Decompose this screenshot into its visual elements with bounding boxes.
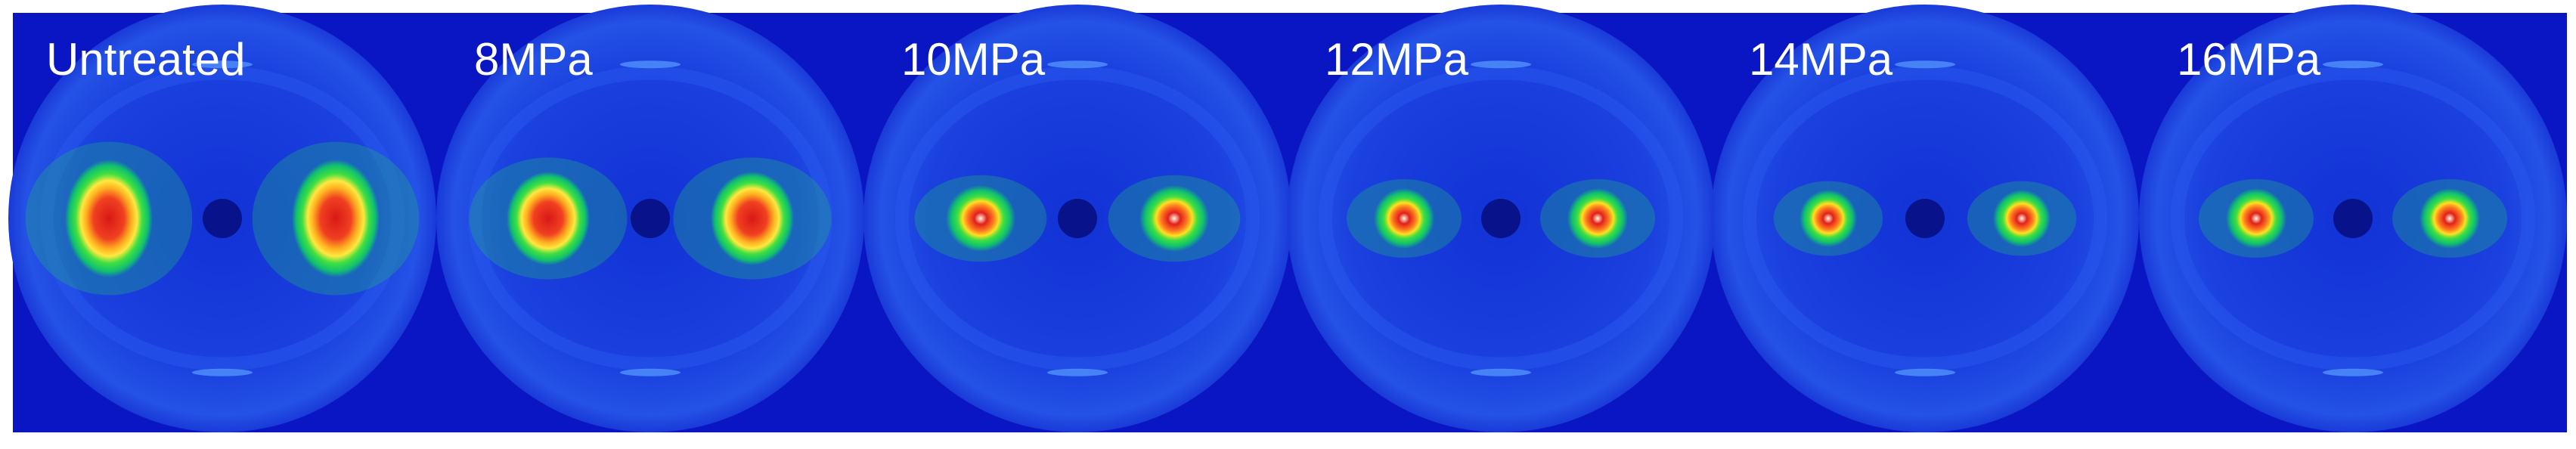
beam-stop [1905, 199, 1945, 238]
amorphous-halo [1742, 66, 2108, 371]
equatorial-reflection [507, 172, 590, 265]
meridional-arc [620, 368, 680, 376]
amorphous-halo [467, 66, 833, 371]
amorphous-halo [894, 66, 1260, 371]
equatorial-reflection [2419, 188, 2480, 249]
meridional-arc [192, 368, 253, 376]
panel-label: 16MPa [2177, 34, 2321, 85]
equatorial-reflection [292, 159, 380, 277]
meridional-arc [192, 60, 253, 69]
panels: Untreated 8MPa 10MPa 12MPa 14MPa 16MPa [8, 5, 2567, 432]
equatorial-reflection [1374, 188, 1434, 249]
beam-stop [2333, 199, 2373, 238]
beam-stop [1481, 199, 1520, 238]
meridional-arc [1471, 60, 1531, 69]
meridional-arc [1047, 60, 1108, 69]
equatorial-reflection [65, 159, 153, 277]
meridional-arc [620, 60, 680, 69]
diffraction-pattern: 12MPa [1287, 5, 1715, 432]
meridional-arc [1471, 368, 1531, 376]
amorphous-halo [2170, 66, 2536, 371]
panel-label: 8MPa [474, 34, 593, 85]
equatorial-reflection [2226, 188, 2286, 249]
diffraction-pattern: 16MPa [2139, 5, 2567, 432]
meridional-arc [1895, 60, 1955, 69]
equatorial-reflection [1567, 188, 1628, 249]
equatorial-reflection [1799, 190, 1857, 247]
equatorial-reflection [946, 185, 1015, 252]
amorphous-halo [1318, 66, 1684, 371]
meridional-arc [2323, 60, 2383, 69]
beam-stop [203, 199, 242, 238]
diffraction-pattern: Untreated [8, 5, 436, 432]
equatorial-reflection [1993, 190, 2051, 247]
meridional-arc [2323, 368, 2383, 376]
amorphous-halo [39, 66, 405, 371]
equatorial-reflection [1139, 185, 1209, 252]
diffraction-pattern: 14MPa [1711, 5, 2139, 432]
panel-label: Untreated [46, 34, 246, 85]
panel-label: 12MPa [1325, 34, 1469, 85]
meridional-arc [1047, 368, 1108, 376]
meridional-arc [1895, 368, 1955, 376]
equatorial-reflection [711, 172, 794, 265]
diffraction-pattern: 8MPa [436, 5, 864, 432]
beam-stop [1058, 199, 1097, 238]
diffraction-pattern: 10MPa [863, 5, 1291, 432]
panel-label: 10MPa [901, 34, 1046, 85]
beam-stop [631, 199, 670, 238]
panel-label: 14MPa [1749, 34, 1893, 85]
